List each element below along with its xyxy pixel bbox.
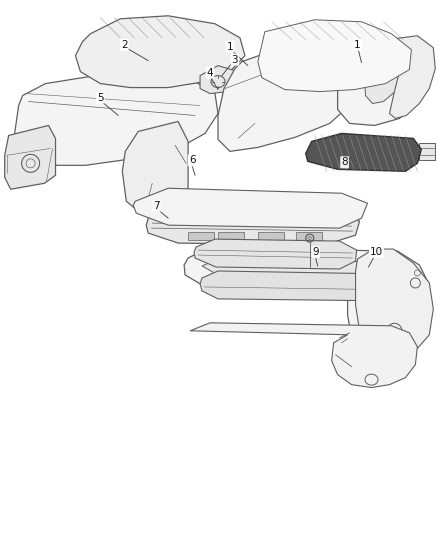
Polygon shape <box>146 207 360 245</box>
Polygon shape <box>258 232 284 240</box>
Text: 9: 9 <box>312 247 319 257</box>
Polygon shape <box>14 71 218 165</box>
Polygon shape <box>338 44 425 125</box>
Text: 7: 7 <box>153 201 159 211</box>
Polygon shape <box>122 122 188 211</box>
Polygon shape <box>194 239 357 269</box>
Text: 4: 4 <box>207 68 213 78</box>
Text: 8: 8 <box>341 157 348 167</box>
Polygon shape <box>200 271 406 301</box>
Polygon shape <box>133 188 367 228</box>
Polygon shape <box>188 232 214 240</box>
Text: 2: 2 <box>121 39 127 50</box>
Polygon shape <box>364 39 403 103</box>
Polygon shape <box>389 36 435 118</box>
Polygon shape <box>190 323 417 387</box>
Text: 5: 5 <box>97 93 104 102</box>
Text: 6: 6 <box>189 155 195 165</box>
Polygon shape <box>258 20 411 92</box>
Polygon shape <box>5 125 56 189</box>
Polygon shape <box>75 16 245 87</box>
Polygon shape <box>296 232 321 240</box>
Text: 3: 3 <box>232 55 238 64</box>
Text: 10: 10 <box>370 247 383 257</box>
Text: 1: 1 <box>226 42 233 52</box>
Polygon shape <box>218 52 355 151</box>
Polygon shape <box>356 249 433 356</box>
Polygon shape <box>218 232 244 240</box>
Polygon shape <box>419 143 435 160</box>
Text: 1: 1 <box>354 39 361 50</box>
Polygon shape <box>306 133 421 171</box>
Polygon shape <box>200 66 238 94</box>
Polygon shape <box>202 259 417 339</box>
Polygon shape <box>184 248 429 355</box>
